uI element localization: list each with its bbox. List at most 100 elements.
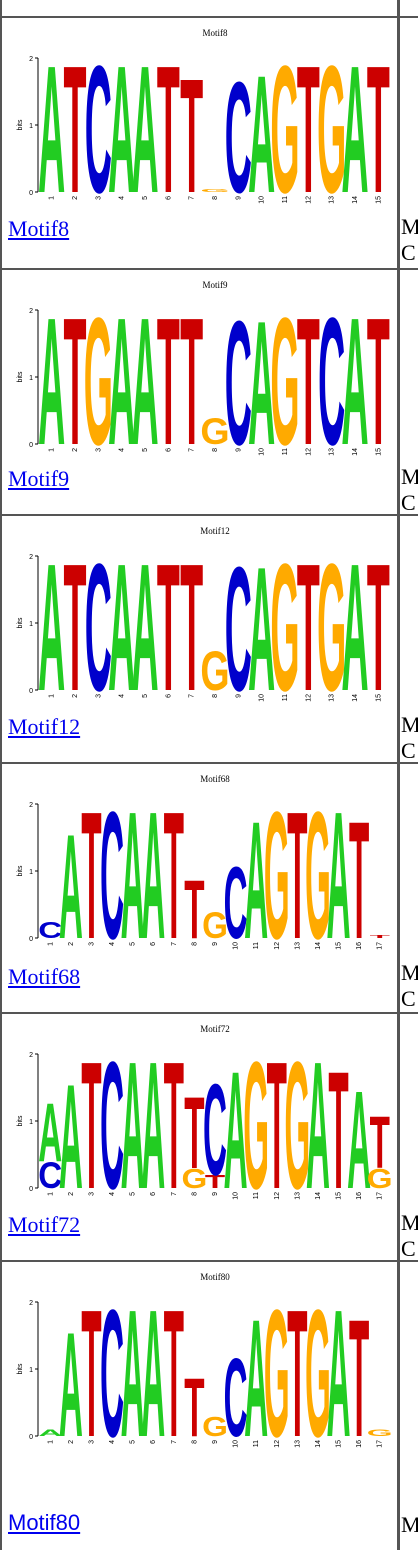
side-text-2: C bbox=[401, 738, 416, 763]
logo-letter-T: T bbox=[267, 1024, 287, 1200]
logo-letter-G: G bbox=[270, 279, 299, 456]
y-tick-label: 2 bbox=[29, 554, 33, 561]
position-label: 6 bbox=[150, 1440, 157, 1444]
logo-letter-T: T bbox=[180, 46, 203, 204]
logo-letter-A: A bbox=[38, 27, 65, 204]
position-label: 13 bbox=[294, 942, 301, 950]
position-label: 17 bbox=[377, 942, 384, 950]
logo-letter-C: C bbox=[203, 1058, 227, 1200]
logo-letter-C: C bbox=[85, 27, 112, 204]
motif-link[interactable]: Motif9 bbox=[8, 466, 70, 491]
table-row-motif9: Motif9 0 1 2 bits A 1 T 2 G 3 A 4 A 5 T 6 T 7 G 8 C 9 A 10 G 11 T 12… bbox=[0, 268, 418, 516]
position-label: 12 bbox=[274, 1440, 281, 1448]
position-label: 11 bbox=[282, 448, 289, 455]
logo-letter-T: T bbox=[367, 279, 390, 456]
motif-link[interactable]: Motif80 bbox=[8, 1510, 81, 1535]
position-label: 10 bbox=[233, 1440, 240, 1448]
logo-letter-T: T bbox=[164, 774, 184, 950]
y-tick-label: 1 bbox=[29, 123, 33, 130]
logo-letter-C: C bbox=[225, 531, 252, 702]
position-label: 1 bbox=[47, 1440, 54, 1444]
logo-title: Motif72 bbox=[200, 1024, 230, 1034]
logo-letter-T: T bbox=[180, 279, 203, 456]
motif-cell: Motif72 0 1 2 bits C A 1 A 2 T 3 C 4 A 5 A 6 T 7 G T 8 T C 9 A 10 G 1… bbox=[0, 1012, 400, 1262]
logo-letter-C: C bbox=[85, 525, 112, 702]
position-label: 12 bbox=[274, 942, 281, 950]
position-label: 8 bbox=[212, 196, 219, 200]
logo-letter-G: G bbox=[305, 1272, 331, 1448]
y-axis-label: bits bbox=[17, 617, 24, 628]
logo-title: Motif68 bbox=[200, 774, 230, 784]
table-row-motif80: Motif80 0 1 2 bits A 1 A 2 T 3 C 4 A 5 A 6 T 7 T 8 G 9 C 10 A 11 G 1… bbox=[0, 1260, 418, 1550]
logo-letter-A: A bbox=[341, 279, 368, 456]
position-label: 15 bbox=[375, 694, 382, 702]
position-label: 6 bbox=[165, 196, 172, 200]
table-row-motif8: Motif8 0 1 2 bits A 1 T 2 C 3 A 4 A 5 T 6 T 7 G 8 C 9 A 10 G 11 T 12… bbox=[0, 16, 418, 270]
motif-link[interactable]: Motif8 bbox=[8, 216, 70, 241]
logo-letter-A: A bbox=[248, 531, 275, 702]
y-tick-label: 2 bbox=[29, 1052, 33, 1059]
logo-letter-A: A bbox=[306, 1024, 330, 1200]
logo-letter-A: A bbox=[141, 774, 165, 950]
logo-letter-A: A bbox=[108, 27, 135, 204]
logo-letter-T: T bbox=[64, 27, 87, 204]
motif-link[interactable]: Motif68 bbox=[8, 964, 81, 989]
y-tick-label: 1 bbox=[29, 621, 33, 628]
position-label: 14 bbox=[352, 448, 359, 456]
side-cell: M C bbox=[400, 1012, 418, 1262]
logo-letter-G: G bbox=[317, 525, 346, 702]
position-label: 13 bbox=[294, 1192, 301, 1200]
position-label: 13 bbox=[329, 694, 336, 702]
motif-link[interactable]: Motif72 bbox=[8, 1212, 81, 1237]
logo-letter-T: T bbox=[297, 27, 320, 204]
position-label: 10 bbox=[233, 1192, 240, 1200]
table-row-motif72: Motif72 0 1 2 bits C A 1 A 2 T 3 C 4 A 5 A 6 T 7 G T 8 T C 9 A 10 G 1… bbox=[0, 1012, 418, 1262]
position-label: 2 bbox=[68, 942, 75, 946]
logo-letter-T: T bbox=[180, 525, 203, 702]
position-label: 15 bbox=[375, 196, 382, 204]
logo-letter-A: A bbox=[244, 1285, 268, 1448]
logo-letter-G: G bbox=[270, 525, 299, 702]
position-label: 3 bbox=[88, 1192, 95, 1196]
motif-cell: Motif80 0 1 2 bits A 1 A 2 T 3 C 4 A 5 A 6 T 7 T 8 G 9 C 10 A 11 G 1… bbox=[0, 1260, 400, 1550]
position-label: 7 bbox=[171, 1440, 178, 1444]
y-tick-label: 2 bbox=[29, 308, 33, 315]
logo-letter-C: C bbox=[225, 50, 252, 204]
logo-letter-G: G bbox=[367, 1428, 393, 1438]
logo-letter-G: G bbox=[284, 1024, 310, 1200]
logo-letter-T: T bbox=[297, 525, 320, 702]
logo-letter-A: A bbox=[341, 525, 368, 702]
motif-link[interactable]: Motif12 bbox=[8, 714, 81, 739]
logo-letter-G: G bbox=[84, 279, 113, 456]
position-label: 9 bbox=[212, 942, 219, 946]
table-row-motif68: Motif68 0 1 2 bits C 1 A 2 T 3 C 4 A 5 A 6 T 7 T 8 G 9 C 10 A 11 G 1… bbox=[0, 762, 418, 1014]
position-label: 13 bbox=[329, 448, 336, 456]
logo-letter-C: C bbox=[225, 285, 252, 456]
y-axis-label: bits bbox=[17, 1115, 24, 1126]
position-label: 15 bbox=[336, 1440, 343, 1448]
position-label: 12 bbox=[274, 1192, 281, 1200]
position-label: 11 bbox=[282, 196, 289, 203]
y-axis-label: bits bbox=[17, 1363, 24, 1374]
logo-letter-A: A bbox=[121, 1272, 145, 1448]
logo-letter-A: A bbox=[108, 525, 135, 702]
position-label: 17 bbox=[377, 1192, 384, 1200]
logo-letter-C: C bbox=[38, 1155, 62, 1196]
position-label: 14 bbox=[315, 1440, 322, 1448]
logo-letter-A: A bbox=[341, 27, 368, 204]
logo-letter-A: A bbox=[347, 1061, 371, 1200]
position-label: 5 bbox=[142, 196, 149, 200]
logo-letter-T: T bbox=[370, 1102, 390, 1185]
position-label: 7 bbox=[189, 694, 196, 698]
logo-letter-G: G bbox=[264, 774, 290, 950]
logo-title: Motif9 bbox=[202, 280, 228, 290]
side-cell: M C bbox=[400, 16, 418, 270]
logo-letter-G: G bbox=[200, 410, 229, 452]
position-label: 11 bbox=[253, 1440, 260, 1447]
logo-letter-A: A bbox=[108, 279, 135, 456]
position-label: 12 bbox=[305, 448, 312, 456]
logo-letter-T: T bbox=[370, 934, 391, 939]
logo-letter-T: T bbox=[367, 525, 390, 702]
position-label: 4 bbox=[119, 694, 126, 698]
